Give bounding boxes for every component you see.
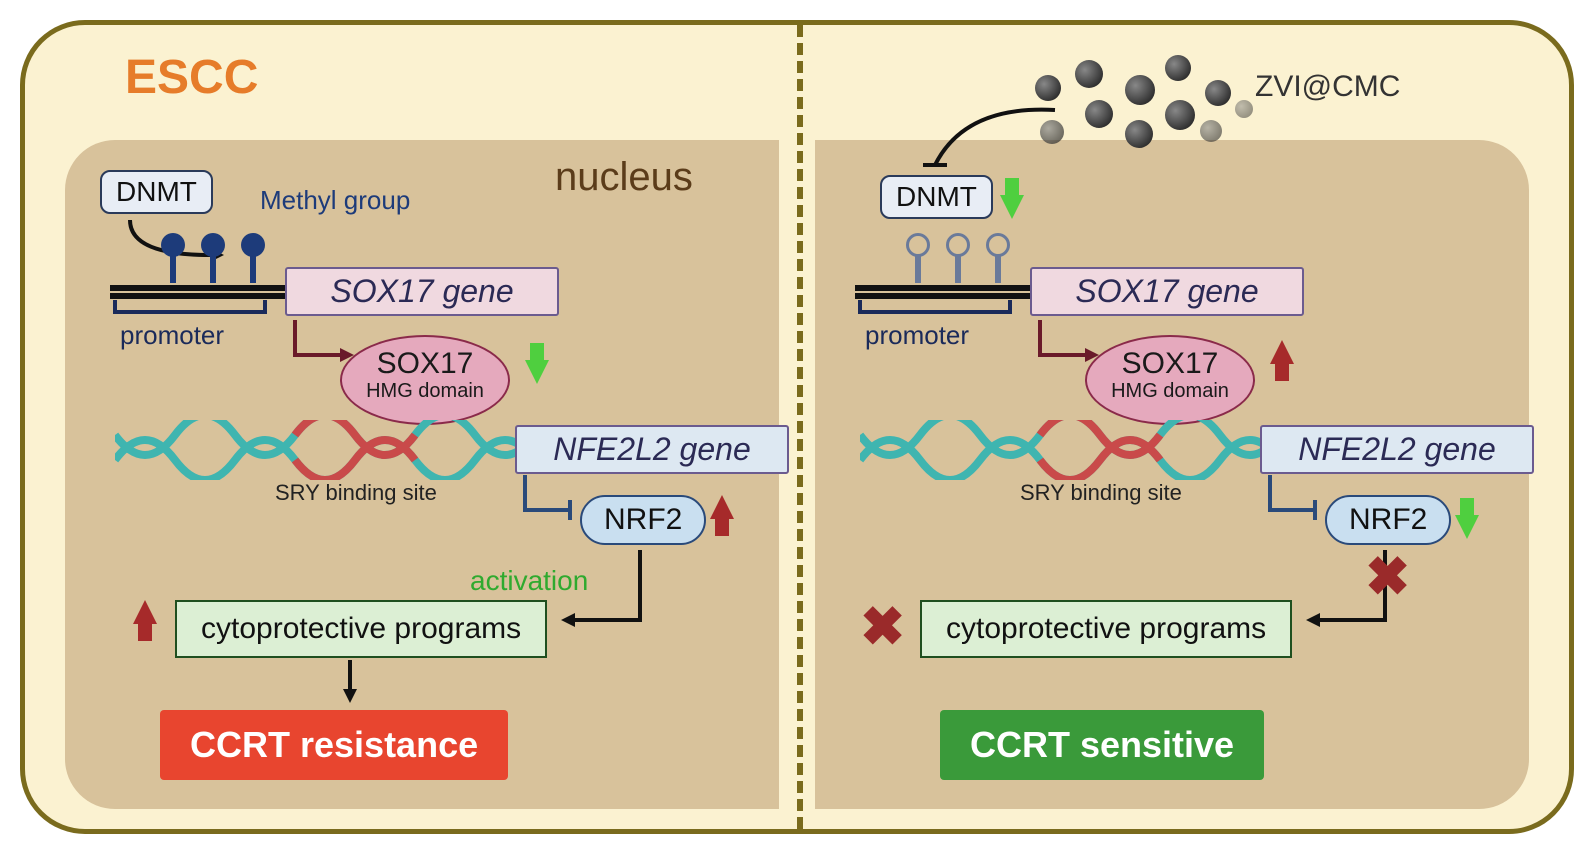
x-mark-right-path: ✖	[1365, 545, 1410, 608]
methyl-ball-empty	[946, 233, 970, 257]
x-mark-right-cyto: ✖	[860, 595, 905, 658]
methyl-pin	[210, 253, 216, 283]
methyl-pin	[250, 253, 256, 283]
sry-label-left: SRY binding site	[275, 480, 437, 506]
cyto-up-shaft-left	[138, 623, 152, 641]
sox17-prot-r2: HMG domain	[1087, 380, 1253, 402]
cell-outline: ESCC nucleus ZVI@CMC DNMT Methyl group p…	[20, 20, 1574, 834]
sox17-up-arrow-right	[1270, 340, 1294, 364]
methyl-ball	[161, 233, 185, 257]
sox17-prot-r1: SOX17	[1087, 347, 1253, 380]
methyl-pin	[955, 253, 961, 283]
cyto-up-arrow-left	[133, 600, 157, 624]
methyl-ball-empty	[906, 233, 930, 257]
cyto-to-outcome-left	[335, 655, 365, 705]
promoter-bracket-right	[855, 300, 1015, 320]
promoter-label-right: promoter	[865, 320, 969, 351]
dnmt-box-left: DNMT	[100, 170, 213, 214]
methyl-ball	[201, 233, 225, 257]
dnmt-arrow-left	[120, 210, 250, 270]
sry-label-right: SRY binding site	[1020, 480, 1182, 506]
outcome-right: CCRT sensitive	[940, 710, 1264, 780]
nrf2-down-shaft-right	[1460, 498, 1474, 516]
nrf2-up-shaft-left	[715, 518, 729, 536]
dna-helix-right	[860, 420, 1280, 480]
methyl-ball	[241, 233, 265, 257]
sox17-protein-left: SOX17 HMG domain	[340, 335, 510, 425]
sox17-down-shaft-left	[530, 343, 544, 361]
nfe2l2-gene-left: NFE2L2 gene	[515, 425, 789, 474]
cyto-box-left: cytoprotective programs	[175, 600, 547, 658]
methyl-pin	[995, 253, 1001, 283]
sox17-protein-right: SOX17 HMG domain	[1085, 335, 1255, 425]
sox17-prot-l2: HMG domain	[342, 380, 508, 402]
nrf2-to-cyto-left	[545, 545, 665, 645]
nano-to-dnmt-arrow	[905, 95, 1085, 185]
sox17-prot-l1: SOX17	[342, 347, 508, 380]
cyto-box-right: cytoprotective programs	[920, 600, 1292, 658]
promoter-line2-right	[855, 293, 1030, 299]
dnmt-box-right: DNMT	[880, 175, 993, 219]
dnmt-down-shaft-right	[1005, 178, 1019, 196]
nrf2-left: NRF2	[580, 495, 706, 545]
sox17-gene-left: SOX17 gene	[285, 267, 559, 316]
nrf2-right: NRF2	[1325, 495, 1451, 545]
methyl-pin	[915, 253, 921, 283]
promoter-line-right	[855, 285, 1030, 291]
methyl-ball-empty	[986, 233, 1010, 257]
nucleus-label: nucleus	[555, 155, 693, 200]
promoter-line-left	[110, 285, 285, 291]
promoter-line2-left	[110, 293, 285, 299]
sox17-gene-right: SOX17 gene	[1030, 267, 1304, 316]
outcome-left: CCRT resistance	[160, 710, 508, 780]
promoter-bracket-left	[110, 300, 270, 320]
nrf2-up-arrow-left	[710, 495, 734, 519]
nfe2l2-gene-right: NFE2L2 gene	[1260, 425, 1534, 474]
dnmt-down-arrow-right	[1000, 195, 1024, 219]
promoter-label-left: promoter	[120, 320, 224, 351]
zvi-label: ZVI@CMC	[1255, 70, 1400, 104]
nrf2-down-arrow-right	[1455, 515, 1479, 539]
methyl-pin	[170, 253, 176, 283]
methyl-label: Methyl group	[260, 185, 410, 216]
sox17-down-arrow-left	[525, 360, 549, 384]
sox17-up-shaft-right	[1275, 363, 1289, 381]
escc-title: ESCC	[125, 50, 258, 105]
panel-divider	[797, 25, 803, 829]
dna-helix-left	[115, 420, 535, 480]
